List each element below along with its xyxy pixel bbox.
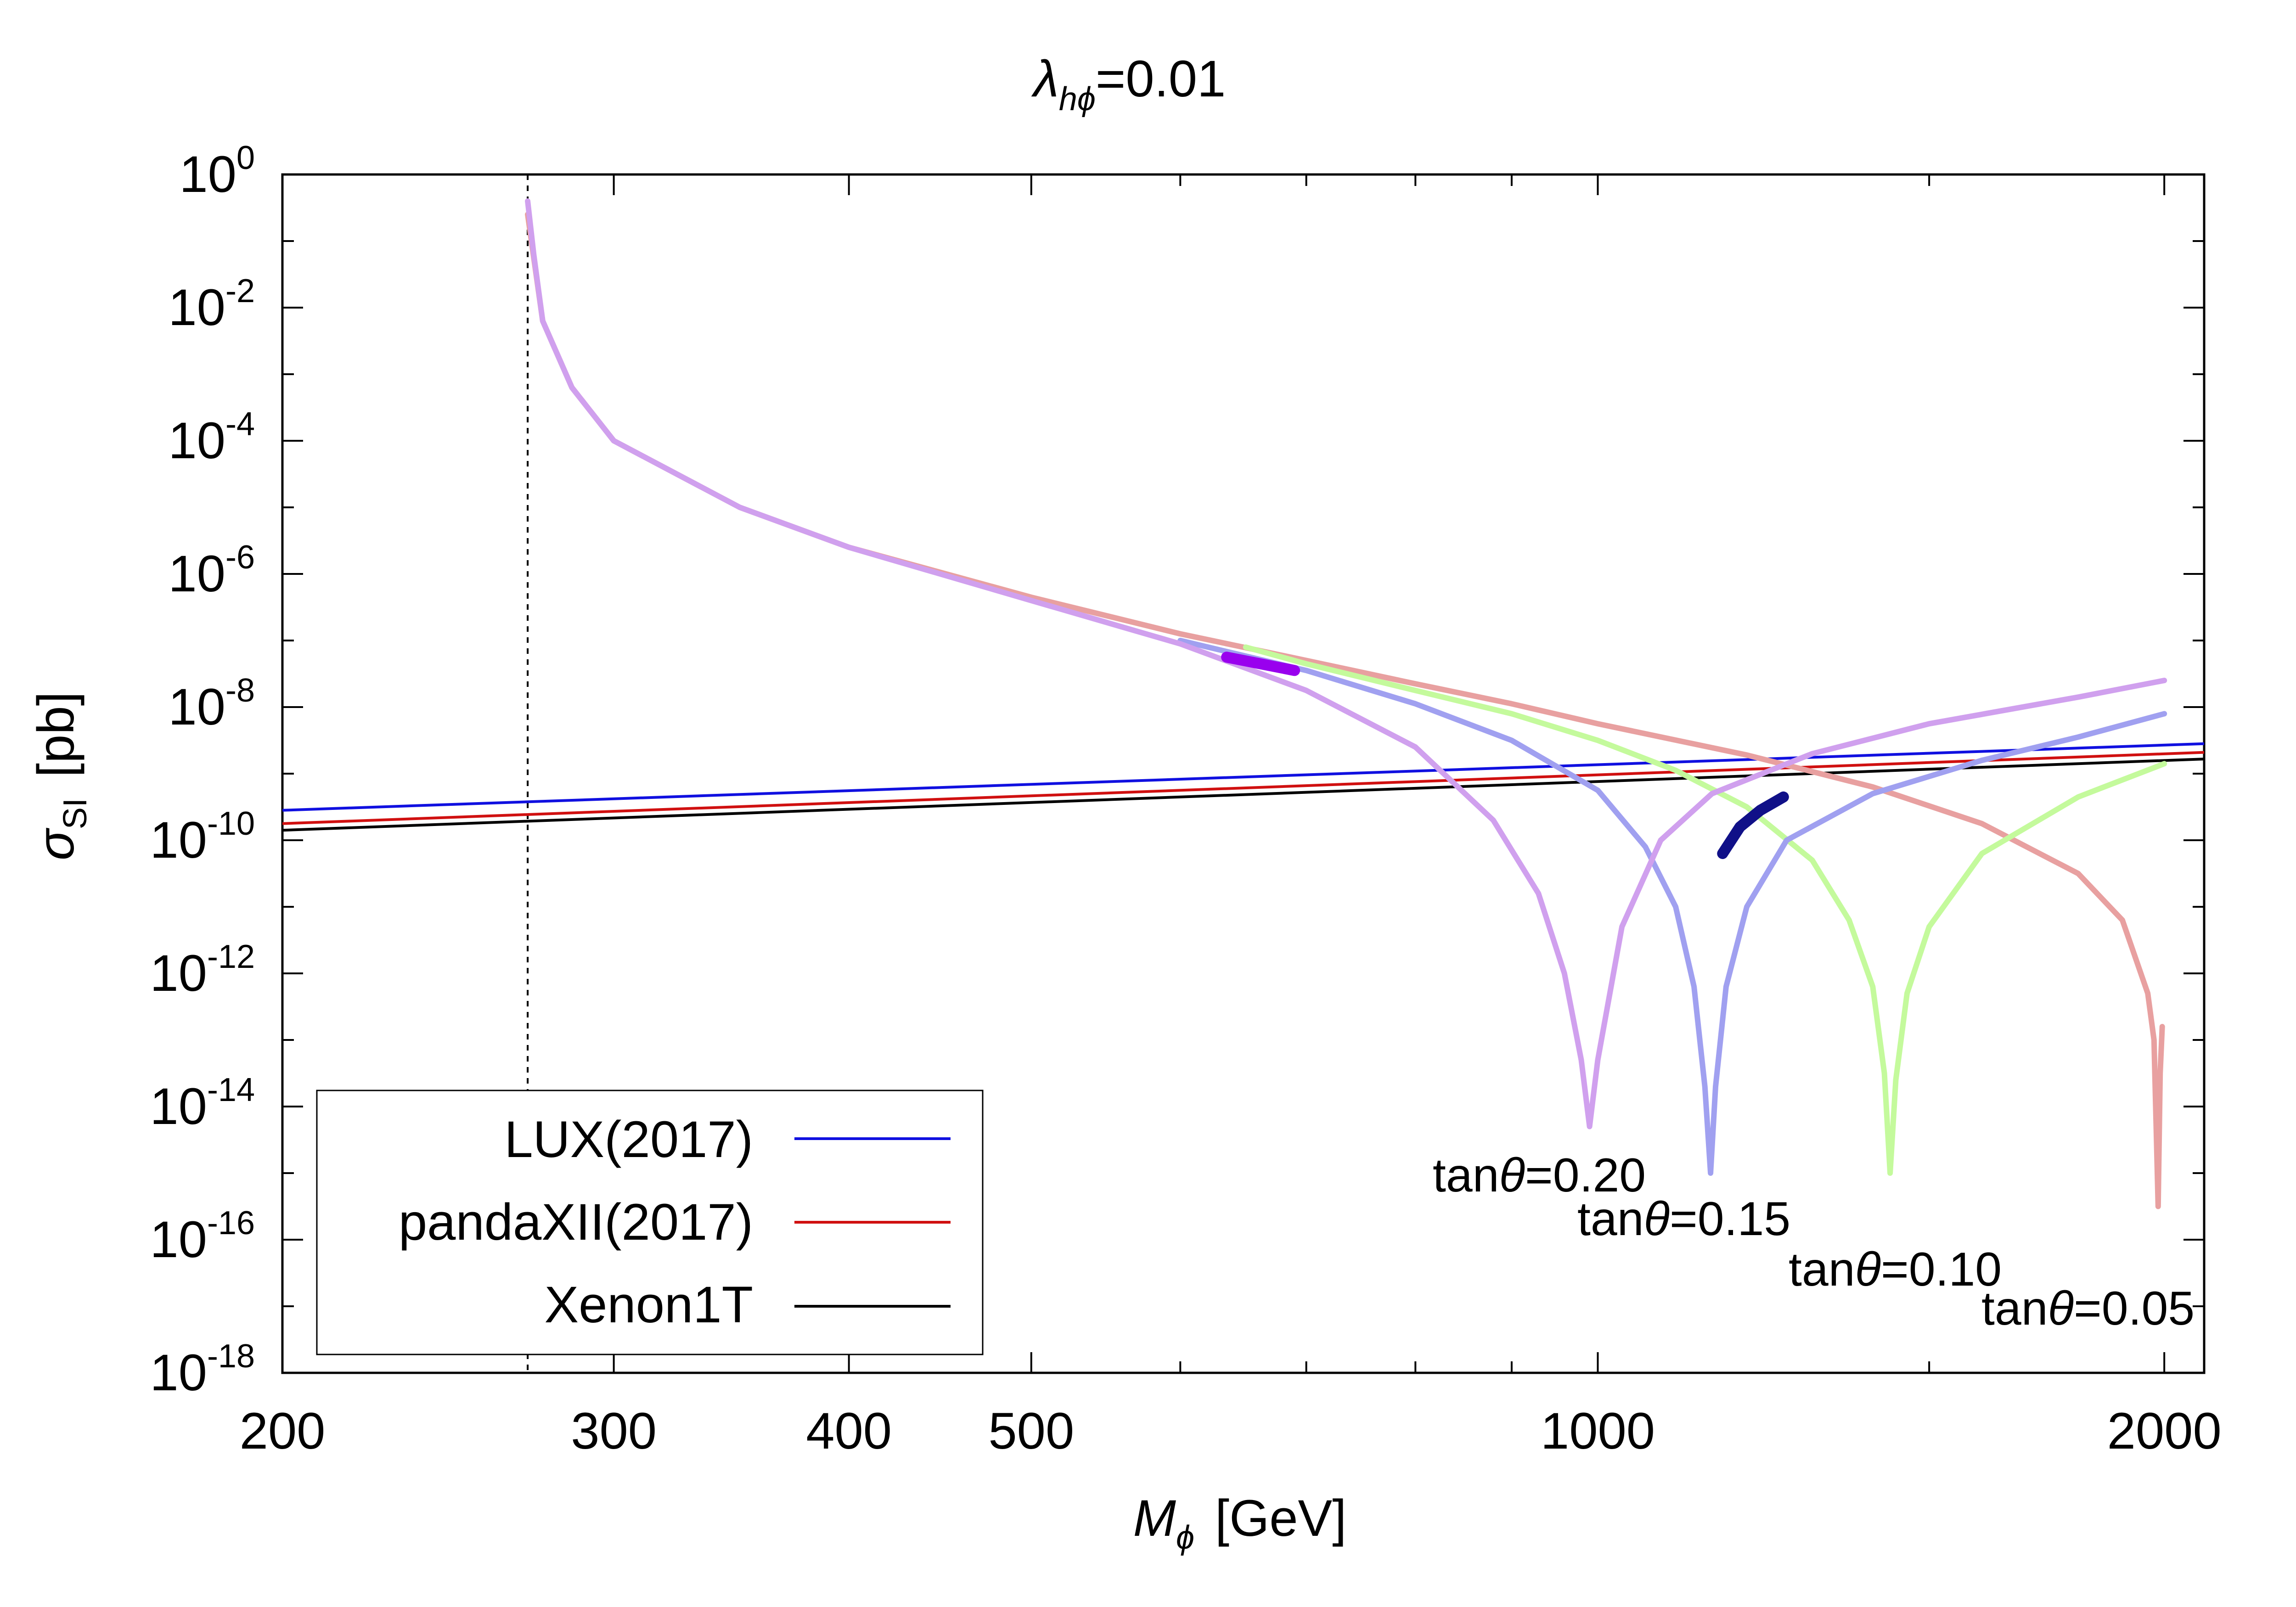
highlight-segment-1 bbox=[1717, 791, 1789, 859]
y-tick-label: 10-4 bbox=[168, 406, 255, 469]
limit-line-1 bbox=[282, 751, 2205, 825]
curve-series-2 bbox=[1177, 638, 2167, 1176]
y-tick-label: 10-18 bbox=[150, 1338, 255, 1401]
legend-label-lux: LUX(2017) bbox=[504, 1111, 753, 1168]
x-tick-labels: 200 300 400 500 1000 2000 bbox=[240, 1402, 2222, 1460]
x-tick-label: 2000 bbox=[2107, 1402, 2222, 1460]
experimental-limit-lines bbox=[282, 742, 2205, 832]
y-tick-label: 10-6 bbox=[168, 539, 255, 602]
axis-ticks bbox=[281, 174, 2204, 1374]
x-tick-label: 300 bbox=[571, 1402, 657, 1460]
legend: LUX(2017) pandaXII(2017) Xenon1T bbox=[316, 1090, 984, 1355]
x-tick-label: 200 bbox=[240, 1402, 326, 1460]
curve-series-3 bbox=[525, 198, 2167, 1129]
legend-label-xenon1t: Xenon1T bbox=[544, 1276, 753, 1333]
chart-title: λhϕ=0.01 bbox=[1031, 50, 1226, 118]
x-axis-label: Mϕ [GeV] bbox=[1133, 1489, 1347, 1556]
legend-label-pandax: pandaXII(2017) bbox=[399, 1193, 753, 1251]
limit-line-2 bbox=[282, 758, 2205, 832]
y-tick-label: 10-8 bbox=[168, 672, 255, 736]
x-tick-label: 500 bbox=[988, 1402, 1074, 1460]
allowed-region-highlights bbox=[1221, 652, 1789, 859]
curve-series-1 bbox=[1243, 644, 2167, 1176]
x-tick-label: 1000 bbox=[1541, 1402, 1655, 1460]
model-curves bbox=[525, 198, 2167, 1209]
curve-label-tan020: tanθ=0.20 bbox=[1433, 1149, 1646, 1202]
y-axis-label: σSI[pb] bbox=[27, 691, 94, 860]
y-tick-label: 10-12 bbox=[150, 938, 255, 1002]
curve-label-tan015: tanθ=0.15 bbox=[1577, 1192, 1790, 1246]
y-tick-labels: 100 10-2 10-4 10-6 10-8 10-10 10-12 10-14 10-16 1… bbox=[150, 140, 255, 1401]
y-tick-label: 10-2 bbox=[168, 273, 255, 336]
curve-label-tan010: tanθ=0.10 bbox=[1789, 1243, 2002, 1296]
x-tick-label: 400 bbox=[806, 1402, 892, 1460]
y-tick-label: 100 bbox=[179, 140, 255, 203]
limit-line-0 bbox=[282, 742, 2205, 812]
y-tick-label: 10-16 bbox=[150, 1205, 255, 1268]
y-tick-label: 10-10 bbox=[150, 805, 255, 869]
curve-label-tan005: tanθ=0.05 bbox=[1981, 1282, 2195, 1335]
y-tick-label: 10-14 bbox=[150, 1072, 255, 1135]
highlight-segment-0 bbox=[1221, 652, 1300, 676]
